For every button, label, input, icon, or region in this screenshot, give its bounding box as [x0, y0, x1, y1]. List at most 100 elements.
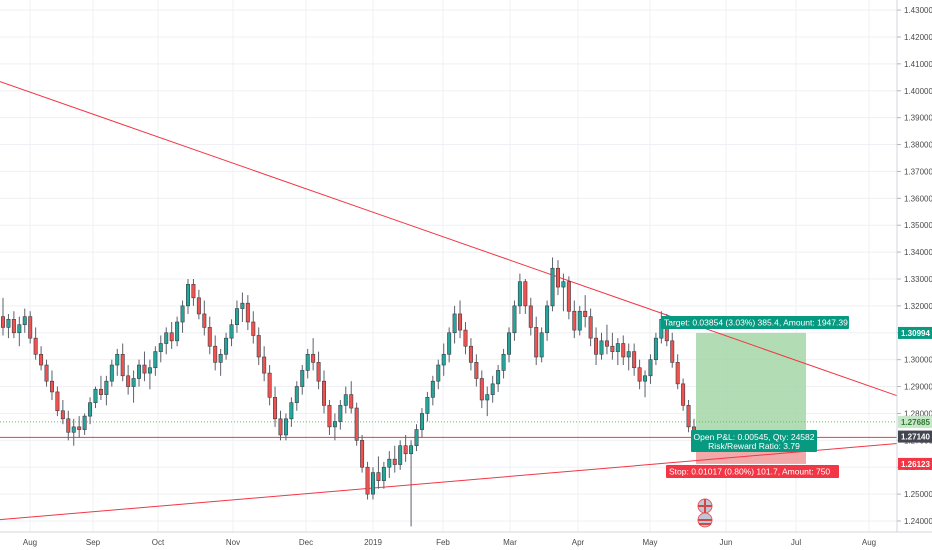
price-tick-label: 1.34000 [904, 248, 932, 257]
candle [474, 354, 479, 387]
bullish-candle-body [294, 386, 299, 403]
bearish-candle-body [349, 394, 354, 409]
price-axis-background[interactable] [897, 0, 932, 532]
profit-zone[interactable] [696, 332, 806, 437]
candle [594, 327, 599, 366]
candle [637, 359, 642, 390]
time-tick-label: May [642, 538, 657, 547]
time-tick-label: Sep [86, 538, 101, 547]
bearish-candle-body [675, 362, 680, 385]
rising-support-trendline[interactable] [0, 443, 898, 521]
bearish-candle-body [566, 281, 571, 312]
bullish-candle-body [409, 445, 414, 455]
candle [316, 351, 321, 390]
candle [158, 335, 163, 363]
candle [545, 300, 550, 341]
candle [66, 410, 71, 441]
candle [77, 416, 82, 438]
price-tag-box [898, 430, 932, 443]
candle [196, 289, 201, 320]
bearish-candle-body [479, 378, 484, 401]
time-tick-label: Aug [862, 538, 876, 547]
candle [322, 370, 327, 414]
bearish-candle-body [77, 426, 82, 430]
bearish-candle-body [458, 313, 463, 331]
price-tick-label: 1.40000 [904, 87, 932, 96]
candle [224, 332, 229, 360]
candle [398, 440, 403, 470]
bullish-candle-body [648, 359, 653, 377]
candle [175, 316, 180, 347]
upper-resistance-trendline[interactable] [0, 81, 898, 397]
bullish-candle-body [338, 405, 343, 422]
price-tick-label: 1.41000 [904, 60, 932, 69]
bullish-candle-body [441, 353, 446, 366]
time-axis-background[interactable] [0, 532, 932, 550]
candle [349, 381, 354, 414]
price-tick-label: 1.28000 [904, 409, 932, 418]
candle [539, 327, 544, 363]
price-tick-label: 1.38000 [904, 141, 932, 150]
bearish-candle-body [360, 440, 365, 468]
candle [49, 370, 54, 400]
price-tick-label: 1.29000 [904, 383, 932, 392]
candle [218, 348, 223, 376]
candle [28, 311, 33, 344]
candle [245, 295, 250, 331]
bearish-candle-body [392, 458, 397, 465]
bullish-candle-body [147, 367, 152, 374]
bullish-candle-body [180, 305, 185, 323]
bullish-candle-body [387, 458, 392, 468]
bearish-candle-body [256, 335, 261, 358]
bullish-candle-body [490, 383, 495, 395]
bullish-candle-body [131, 378, 136, 387]
candle [186, 278, 190, 314]
candle [458, 300, 463, 339]
price-tick-label: 1.42000 [904, 33, 932, 42]
bearish-candle-body [196, 297, 201, 315]
time-tick-label: Oct [152, 538, 165, 547]
bearish-candle-body [142, 364, 147, 374]
candle [213, 335, 218, 371]
bearish-candle-body [120, 353, 125, 377]
bullish-candle-body [93, 388, 98, 403]
candle [572, 300, 577, 339]
candle [55, 386, 60, 417]
candle [370, 467, 375, 500]
candle [528, 297, 533, 336]
bearish-candle-body [207, 327, 212, 347]
candle [441, 343, 446, 376]
bullish-candle-body [485, 394, 490, 401]
candle [360, 434, 365, 473]
candle [305, 348, 310, 379]
bullish-candle-body [517, 281, 522, 307]
candle [294, 381, 299, 411]
bearish-candle-body [169, 332, 174, 342]
candle [621, 335, 626, 366]
candle [191, 278, 196, 306]
candle [1, 297, 5, 336]
candle [82, 413, 87, 435]
candle [311, 338, 316, 371]
bullish-candle-body [398, 445, 403, 465]
open-pnl-label: Open P&L: 0.00545, Qty: 24582 [694, 432, 815, 442]
candle [419, 408, 424, 438]
candle [115, 348, 120, 376]
time-tick-label: Jun [720, 538, 733, 547]
time-tick-label: Dec [299, 538, 313, 547]
candle [338, 399, 343, 430]
price-tag-label: 1.27685 [901, 418, 930, 427]
candle [561, 273, 566, 312]
bearish-candle-body [251, 321, 256, 336]
bearish-candle-body [403, 445, 408, 455]
bullish-candle-body [17, 324, 22, 334]
candlestick-series [1, 257, 696, 527]
bearish-candle-body [39, 353, 44, 366]
candle [512, 300, 517, 341]
bullish-candle-body [332, 421, 337, 428]
economic-event-icons[interactable] [697, 498, 713, 528]
bullish-candle-body [615, 343, 620, 352]
time-axis-ticks: Aug Sep Oct Nov Dec 2019 Feb Mar Apr May Jun Jul Aug [23, 538, 876, 547]
candle [44, 359, 49, 387]
